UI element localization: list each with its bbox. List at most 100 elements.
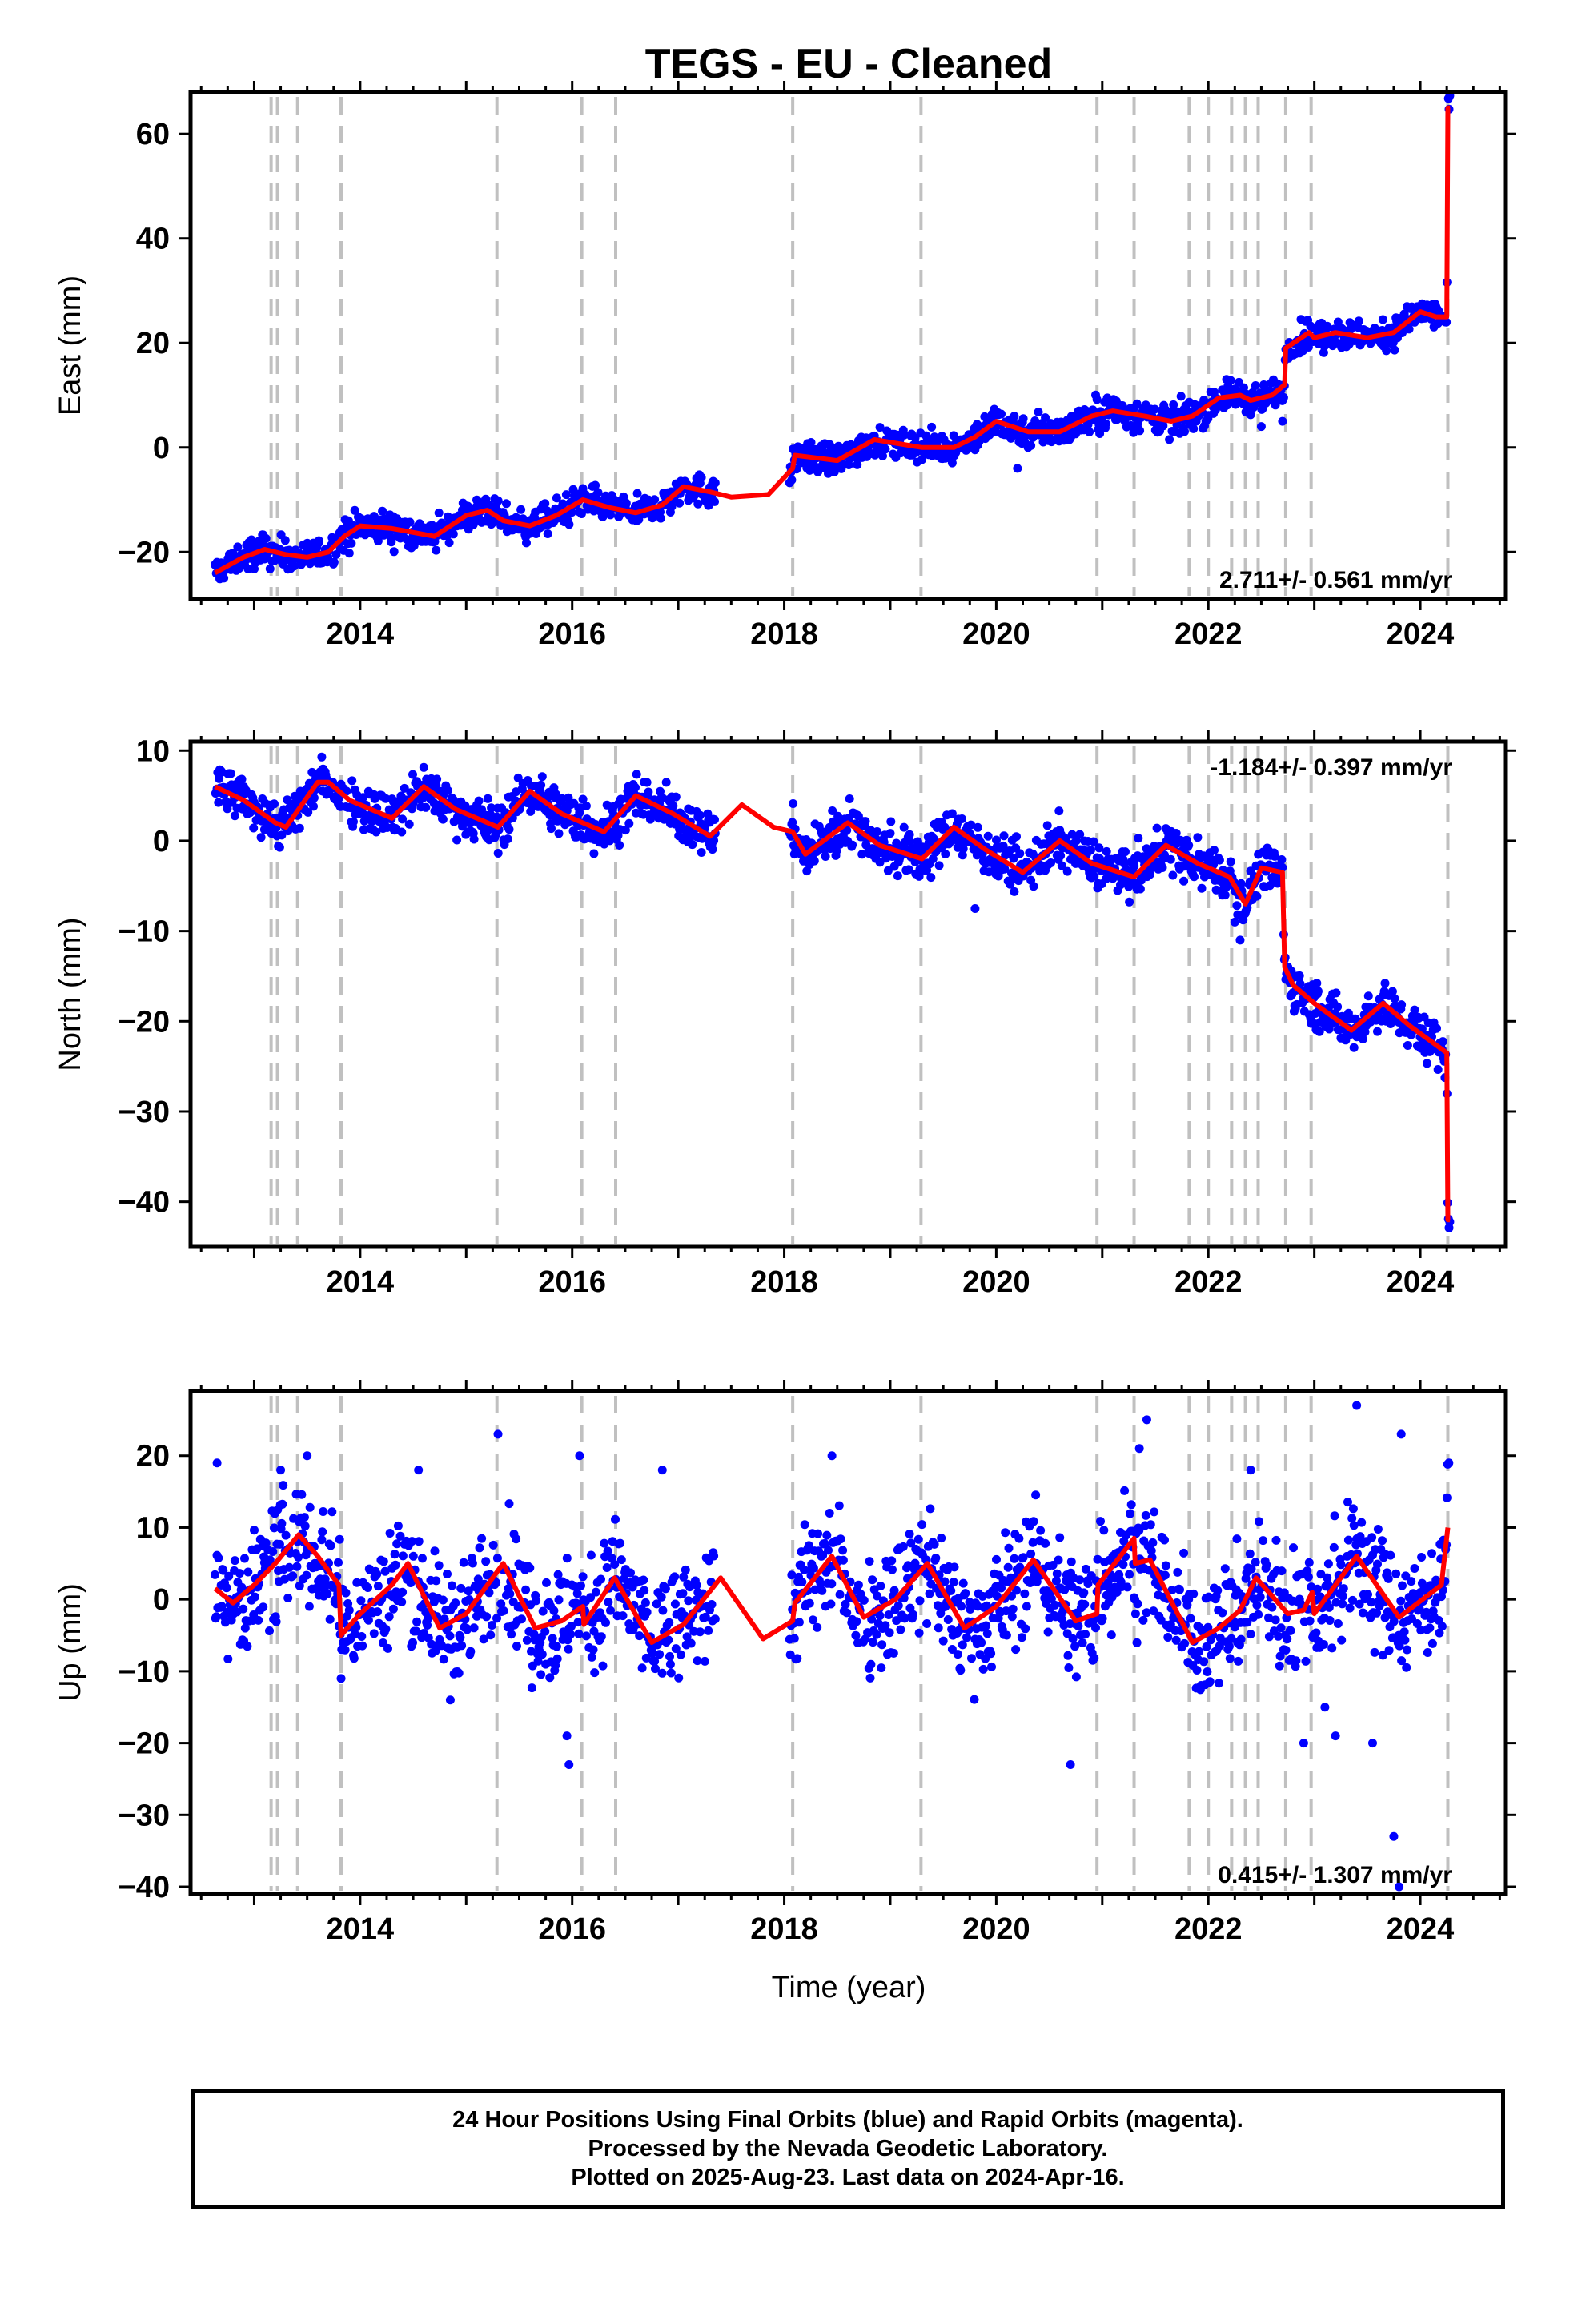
data-point <box>885 1628 894 1638</box>
data-point <box>838 1546 848 1555</box>
data-point <box>483 794 492 803</box>
data-point <box>1142 1608 1151 1618</box>
data-point <box>1444 1458 1454 1468</box>
data-point <box>1062 1629 1072 1638</box>
data-point <box>1000 864 1010 874</box>
data-point <box>1066 1760 1075 1770</box>
data-point <box>669 801 678 810</box>
data-point <box>1235 935 1245 945</box>
data-point <box>1277 1566 1287 1576</box>
x-tick-label: 2022 <box>1174 1912 1243 1946</box>
data-point <box>1066 1557 1076 1566</box>
data-point <box>548 1634 557 1643</box>
data-point <box>697 848 706 857</box>
data-point <box>651 1664 660 1674</box>
data-point <box>484 1588 494 1598</box>
data-point <box>1193 833 1203 842</box>
data-point <box>1273 879 1283 888</box>
data-point <box>697 472 706 482</box>
data-point <box>1352 1401 1362 1410</box>
data-point <box>1305 1616 1315 1626</box>
data-point <box>851 1630 861 1640</box>
data-point <box>865 1557 874 1566</box>
data-point <box>875 1611 885 1621</box>
data-point <box>917 1520 927 1530</box>
data-point <box>650 495 660 505</box>
data-point <box>385 1529 395 1538</box>
data-point <box>956 1666 966 1675</box>
data-point <box>540 499 550 509</box>
data-point <box>1427 1549 1436 1558</box>
data-point <box>709 836 719 846</box>
data-point <box>1052 1569 1062 1578</box>
data-point <box>934 1623 943 1633</box>
data-point <box>872 1630 881 1639</box>
data-point <box>418 1554 427 1563</box>
data-point <box>859 1595 869 1605</box>
data-point <box>931 1554 941 1562</box>
data-point <box>350 505 359 515</box>
data-point <box>1063 1651 1073 1660</box>
x-tick-label: 2020 <box>962 1265 1030 1299</box>
data-point <box>793 1654 802 1663</box>
data-point <box>408 770 417 779</box>
data-point <box>393 1521 403 1530</box>
data-point <box>309 802 318 811</box>
data-point <box>1390 345 1399 355</box>
data-point <box>1020 1589 1030 1598</box>
data-point <box>1080 1599 1090 1609</box>
data-point <box>233 542 243 552</box>
data-point <box>1161 1561 1170 1570</box>
data-point <box>261 533 271 543</box>
data-point <box>408 1638 417 1647</box>
data-point <box>421 802 431 812</box>
data-point <box>1029 882 1038 891</box>
data-point <box>1432 1023 1441 1033</box>
x-tick-label: 2014 <box>327 617 395 651</box>
data-point <box>1078 1638 1087 1647</box>
data-point <box>842 1608 852 1618</box>
data-point <box>1224 1642 1234 1651</box>
data-point <box>1323 1559 1333 1569</box>
data-point <box>1215 1679 1223 1688</box>
data-point <box>1410 1005 1419 1015</box>
data-point <box>881 1621 890 1630</box>
plot-frame <box>188 90 1508 601</box>
data-point <box>243 1567 253 1577</box>
data-point <box>492 1578 501 1587</box>
data-point <box>834 1501 844 1510</box>
data-point <box>1168 870 1178 880</box>
data-point <box>456 1583 466 1593</box>
data-point <box>349 817 358 826</box>
data-point <box>1437 1622 1447 1631</box>
data-point <box>1007 1612 1017 1622</box>
data-point <box>387 537 396 547</box>
data-point <box>928 854 938 863</box>
data-point <box>1390 994 1399 1003</box>
data-point <box>532 1596 541 1606</box>
data-point <box>432 774 442 784</box>
data-point <box>670 1572 680 1582</box>
data-point <box>915 1596 925 1606</box>
data-point <box>1333 1619 1343 1628</box>
data-point <box>1150 1507 1159 1517</box>
data-point <box>1075 830 1085 839</box>
data-point <box>243 564 253 573</box>
data-point <box>797 1578 807 1586</box>
rate-annotation: -1.184+/- 0.397 mm/yr <box>1210 754 1452 781</box>
y-tick-label: 20 <box>136 1440 170 1474</box>
data-point <box>504 1499 514 1509</box>
data-point <box>250 1592 259 1602</box>
data-point <box>805 1598 814 1608</box>
data-point <box>277 830 287 840</box>
data-point <box>1032 1577 1042 1586</box>
data-point <box>671 1644 681 1654</box>
data-point <box>278 1499 287 1509</box>
data-point <box>929 834 938 843</box>
data-point <box>1423 1059 1431 1068</box>
data-point <box>1412 1619 1422 1628</box>
data-point <box>794 1618 804 1627</box>
data-point <box>896 1625 905 1634</box>
data-point <box>828 806 837 815</box>
data-point <box>943 1615 953 1624</box>
